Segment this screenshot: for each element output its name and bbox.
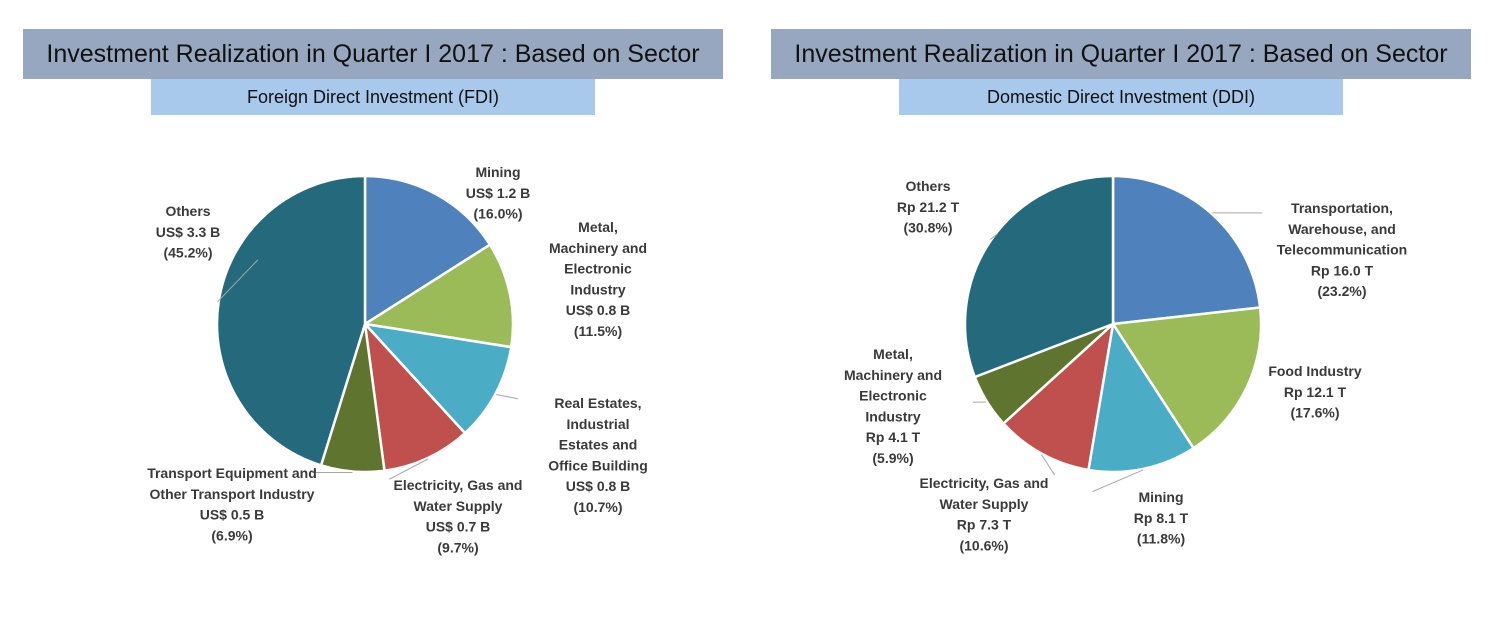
fdi-slice-label-line: US$ 1.2 B — [466, 185, 531, 201]
ddi-slice-label-line: Rp 8.1 T — [1134, 510, 1189, 526]
fdi-slice-3 — [363, 320, 467, 473]
fdi-slice-label-line: (9.7%) — [437, 539, 478, 555]
ddi-slice-label-line: Metal, — [873, 346, 913, 362]
fdi-slice-label-line: (11.5%) — [574, 323, 622, 339]
fdi-slice-label-line: (45.2%) — [163, 245, 212, 261]
ddi-slice-label-line: Rp 7.3 T — [957, 517, 1012, 533]
ddi-slice-label-line: (30.8%) — [903, 220, 952, 236]
fdi-slice-label-4: Transport Equipment and Other Transport I… — [147, 465, 317, 543]
ddi-slice-0 — [1111, 174, 1262, 326]
ddi-slice-label-line: Rp 21.2 T — [897, 199, 960, 215]
ddi-leader-line-3 — [1041, 454, 1056, 476]
fdi-leader-line-5 — [217, 259, 259, 302]
fdi-panel: Investment Realization in Quarter I 2017… — [23, 29, 723, 555]
ddi-slice-label-line: (11.8%) — [1137, 531, 1185, 547]
ddi-slice-label-line: Food Industry — [1268, 363, 1362, 379]
fdi-slice-label-line: Office Building — [548, 457, 648, 473]
fdi-slice-label-line: Electronic — [564, 261, 632, 277]
ddi-slice-label-line: Warehouse, and — [1288, 221, 1396, 237]
ddi-slice-label-line: Electronic — [859, 388, 927, 404]
fdi-pie-chart: Mining US$ 1.2 B (16.0%) Metal, Machinery an… — [147, 164, 648, 555]
ddi-slice-1 — [1110, 306, 1263, 450]
fdi-slice-label-line: US$ 0.8 B — [566, 478, 631, 494]
ddi-panel: Investment Realization in Quarter I 2017… — [750, 0, 1500, 621]
fdi-slice-2 — [361, 322, 513, 435]
ddi-slice-label-line: (5.9%) — [872, 450, 913, 466]
ddi-slice-label-line: Electricity, Gas and — [920, 475, 1049, 491]
fdi-slice-label-line: US$ 0.7 B — [426, 519, 491, 535]
ddi-slice-5 — [963, 174, 1115, 379]
ddi-slice-label-line: Others — [905, 178, 950, 194]
fdi-slice-label-line: Transport Equipment and — [147, 465, 317, 481]
fdi-slice-label-line: Industrial — [566, 416, 629, 432]
ddi-slice-label-2: Mining Rp 8.1 T (11.8%) — [1134, 489, 1189, 547]
ddi-chart-title: Investment Realization in Quarter I 2017… — [771, 29, 1471, 79]
fdi-slice-label-line: Others — [165, 203, 210, 219]
fdi-slice-5 — [215, 174, 367, 467]
ddi-slice-2 — [1087, 320, 1196, 474]
fdi-slice-label-line: Water Supply — [414, 498, 503, 514]
fdi-slice-label-5: Others US$ 3.3 B (45.2%) — [156, 203, 221, 261]
ddi-slice-label-line: (10.6%) — [959, 537, 1008, 553]
ddi-slice-label-line: Water Supply — [940, 496, 1029, 512]
ddi-slice-label-1: Food Industry Rp 12.1 T (17.6%) — [1268, 363, 1362, 421]
ddi-slice-label-4: Metal, Machinery and Electronic Industry Rp … — [844, 346, 942, 466]
ddi-slice-3 — [1001, 320, 1115, 472]
fdi-slice-label-line: Estates and — [559, 437, 638, 453]
fdi-leader-line-2 — [496, 394, 519, 400]
ddi-slice-label-line: Rp 4.1 T — [866, 429, 921, 445]
fdi-slice-label-line: Electricity, Gas and — [394, 477, 523, 493]
fdi-slice-label-line: (16.0%) — [473, 206, 522, 222]
ddi-leader-line-2 — [1092, 469, 1144, 493]
fdi-slice-label-line: Mining — [475, 164, 520, 180]
ddi-slice-label-line: Transportation, — [1291, 200, 1393, 216]
fdi-leader-line-3 — [389, 458, 429, 480]
fdi-slice-1 — [361, 242, 515, 349]
ddi-leader-line-5 — [989, 233, 998, 240]
ddi-slice-label-line: Industry — [865, 408, 920, 424]
fdi-slice-label-line: (10.7%) — [573, 499, 622, 515]
fdi-slice-label-line: Other Transport Industry — [150, 486, 315, 502]
fdi-slice-label-line: Machinery and — [549, 240, 647, 256]
fdi-slice-label-line: US$ 0.8 B — [566, 302, 631, 318]
ddi-slice-label-line: Rp 16.0 T — [1311, 262, 1374, 278]
fdi-slice-label-line: Metal, — [578, 219, 618, 235]
fdi-slice-label-line: Industry — [570, 281, 625, 297]
ddi-pie-chart: Transportation, Warehouse, and Telecommuni… — [844, 174, 1407, 553]
fdi-slice-label-line: (6.9%) — [211, 527, 252, 543]
fdi-slice-label-line: US$ 0.5 B — [200, 507, 265, 523]
ddi-slice-label-line: Telecommunication — [1277, 242, 1407, 258]
fdi-chart-subtitle: Foreign Direct Investment (FDI) — [151, 79, 595, 115]
ddi-slice-label-line: Rp 12.1 T — [1284, 384, 1347, 400]
ddi-slice-label-line: Machinery and — [844, 367, 942, 383]
ddi-slice-label-0: Transportation, Warehouse, and Telecommuni… — [1277, 200, 1407, 299]
ddi-slice-label-line: (23.2%) — [1317, 283, 1366, 299]
ddi-chart-subtitle: Domestic Direct Investment (DDI) — [899, 79, 1343, 115]
fdi-slice-0 — [363, 174, 492, 327]
ddi-slice-label-5: Others Rp 21.2 T (30.8%) — [897, 178, 960, 236]
fdi-slice-label-2: Real Estates, Industrial Estates and Office… — [548, 395, 648, 515]
fdi-chart-title: Investment Realization in Quarter I 2017… — [23, 29, 723, 79]
fdi-slice-label-line: US$ 3.3 B — [156, 224, 221, 240]
fdi-slice-label-1: Metal, Machinery and Electronic Industry US$… — [549, 219, 647, 339]
ddi-slice-label-line: Mining — [1138, 489, 1183, 505]
ddi-slice-label-line: (17.6%) — [1290, 405, 1339, 421]
fdi-slice-label-line: Real Estates, — [554, 395, 641, 411]
fdi-slice-label-3: Electricity, Gas and Water Supply US$ 0.7 … — [394, 477, 523, 555]
fdi-slice-label-0: Mining US$ 1.2 B (16.0%) — [466, 164, 531, 222]
ddi-slice-label-3: Electricity, Gas and Water Supply Rp 7.3 T… — [920, 475, 1049, 553]
